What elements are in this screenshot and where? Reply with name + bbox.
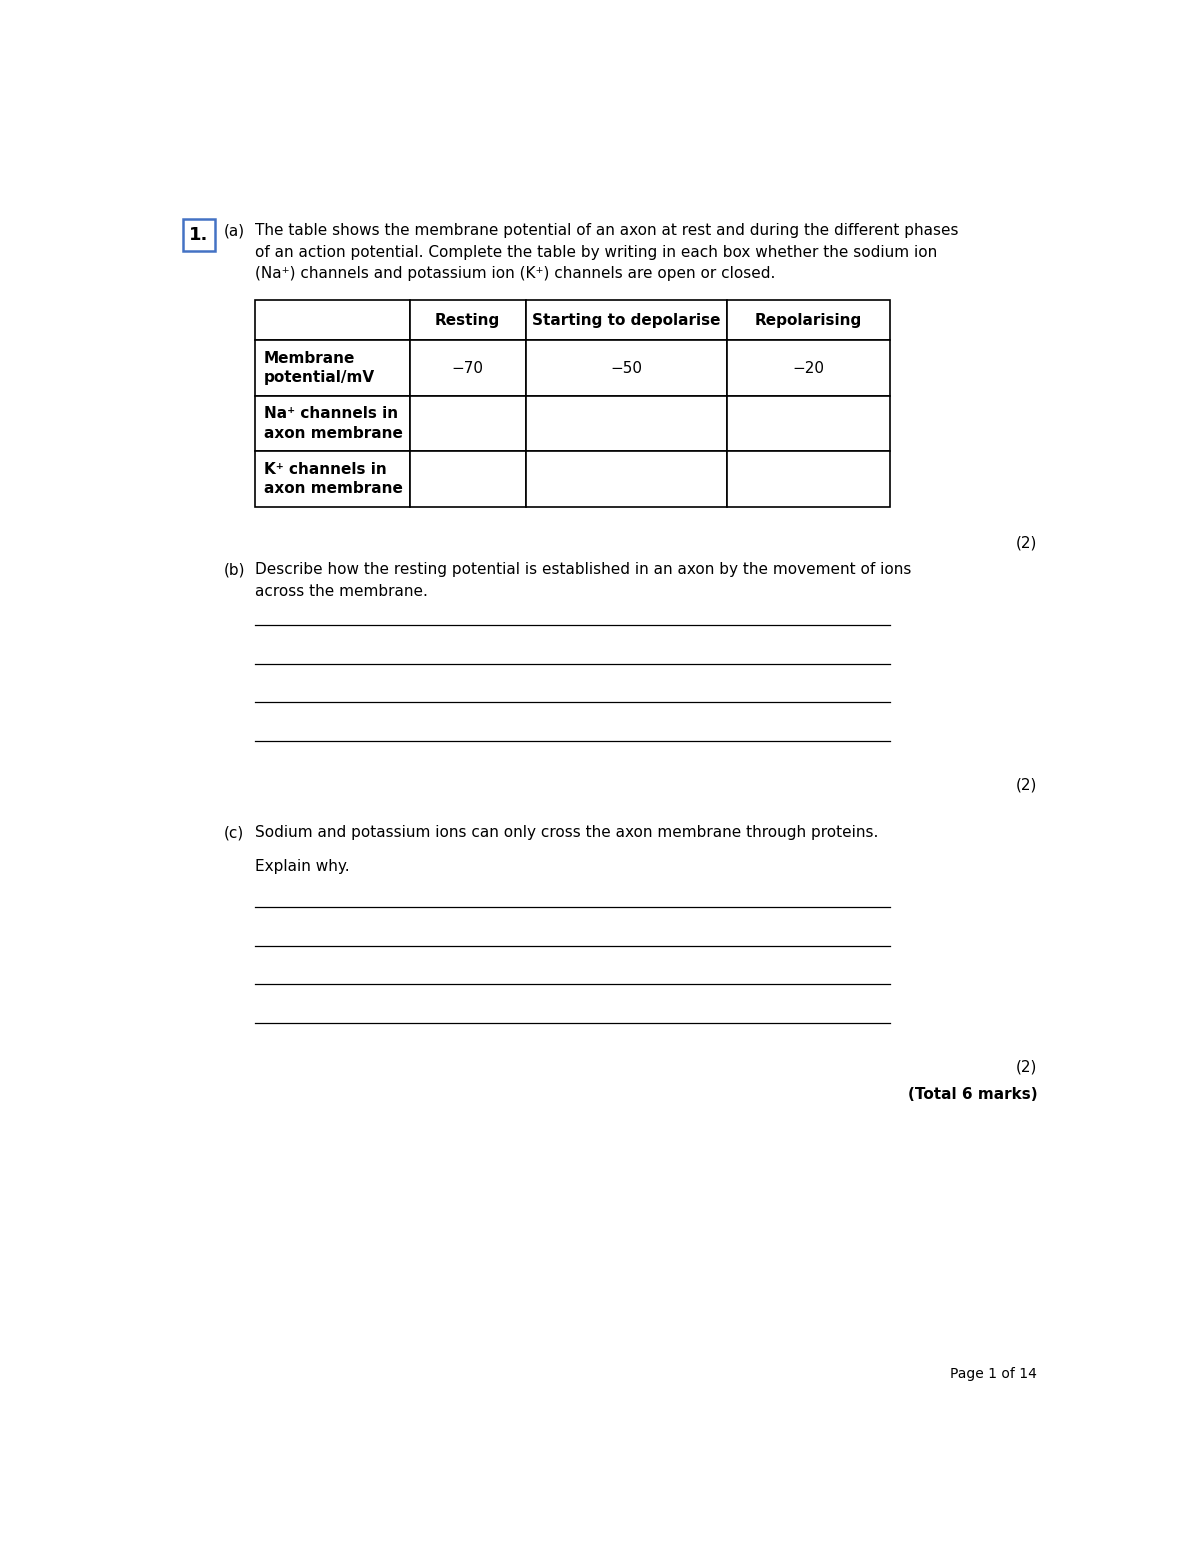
Text: 1.: 1. — [190, 225, 209, 244]
Bar — [526, 452, 727, 506]
Bar — [727, 452, 890, 506]
Text: (2): (2) — [1016, 778, 1037, 792]
Text: (2): (2) — [1016, 1059, 1037, 1075]
Text: Page 1 of 14: Page 1 of 14 — [950, 1367, 1037, 1381]
Bar — [254, 396, 409, 452]
Text: Na⁺ channels in
axon membrane: Na⁺ channels in axon membrane — [264, 407, 403, 441]
Bar — [409, 300, 526, 340]
Text: across the membrane.: across the membrane. — [254, 584, 427, 598]
Bar — [727, 396, 890, 452]
Bar — [254, 452, 409, 506]
Text: Repolarising: Repolarising — [755, 312, 863, 328]
Text: Starting to depolarise: Starting to depolarise — [533, 312, 721, 328]
Text: (Total 6 marks): (Total 6 marks) — [907, 1087, 1037, 1103]
Text: K⁺ channels in
axon membrane: K⁺ channels in axon membrane — [264, 461, 403, 497]
Bar — [526, 396, 727, 452]
Text: (2): (2) — [1016, 536, 1037, 551]
Text: −50: −50 — [611, 360, 643, 376]
Bar — [409, 396, 526, 452]
Text: (Na⁺) channels and potassium ion (K⁺) channels are open or closed.: (Na⁺) channels and potassium ion (K⁺) ch… — [254, 267, 775, 281]
Text: Describe how the resting potential is established in an axon by the movement of : Describe how the resting potential is es… — [254, 562, 911, 578]
Text: The table shows the membrane potential of an axon at rest and during the differe: The table shows the membrane potential o… — [254, 224, 958, 238]
Text: Resting: Resting — [436, 312, 500, 328]
Bar — [254, 340, 409, 396]
Text: (b): (b) — [223, 562, 245, 578]
Bar — [409, 340, 526, 396]
Text: −70: −70 — [451, 360, 484, 376]
Text: Membrane
potential/mV: Membrane potential/mV — [264, 351, 376, 385]
Bar — [182, 219, 215, 252]
Bar — [254, 300, 409, 340]
Text: (c): (c) — [223, 826, 244, 840]
Bar — [526, 300, 727, 340]
Bar — [409, 452, 526, 506]
Text: Explain why.: Explain why. — [254, 859, 349, 874]
Text: −20: −20 — [793, 360, 824, 376]
Text: Sodium and potassium ions can only cross the axon membrane through proteins.: Sodium and potassium ions can only cross… — [254, 826, 878, 840]
Bar — [727, 340, 890, 396]
Text: (a): (a) — [223, 224, 245, 238]
Text: of an action potential. Complete the table by writing in each box whether the so: of an action potential. Complete the tab… — [254, 245, 937, 259]
Bar — [727, 300, 890, 340]
Bar — [526, 340, 727, 396]
